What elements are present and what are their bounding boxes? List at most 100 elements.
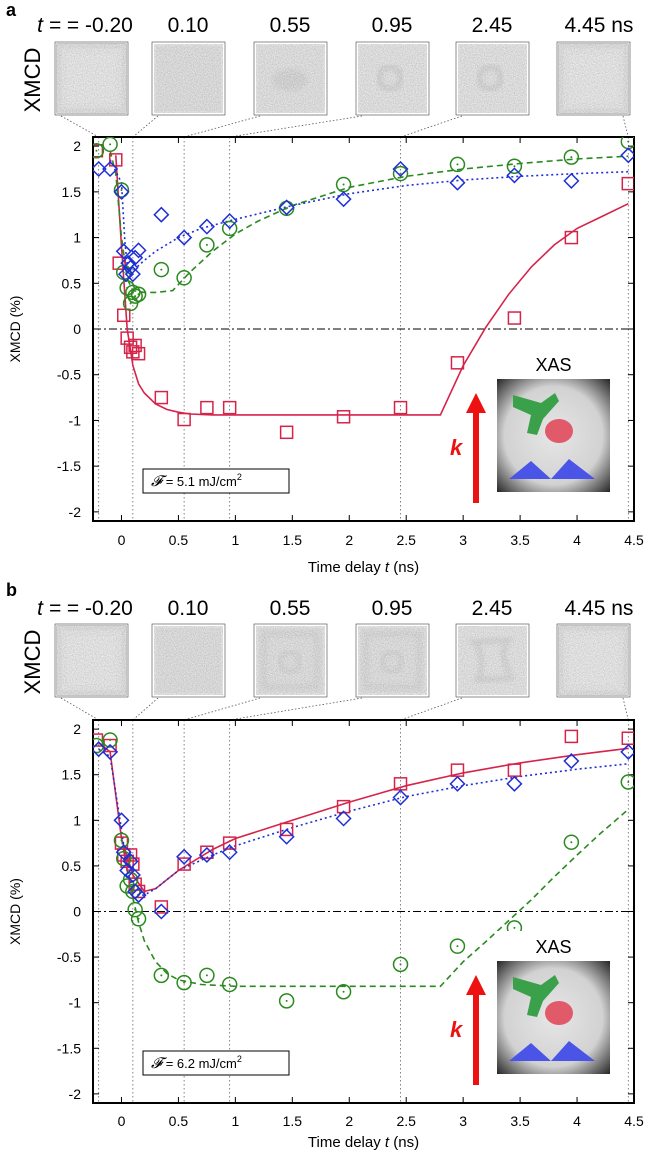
data-point-diamond [102,160,119,178]
data-point-circle [449,156,466,173]
data-point-dot [120,839,123,842]
k-arrow-head [466,975,486,995]
data-point-dot [134,908,137,911]
time-value: = -0.20 [61,14,133,37]
xmcd-thumbnail [54,623,129,698]
data-point-square [154,390,169,405]
data-point-dot [285,207,288,210]
xmcd-thumbnail [54,41,129,116]
data-point-dot [109,143,112,146]
x-label-main: Time delay [308,1134,385,1151]
data-point-circle [506,158,523,175]
data-point-circle [392,165,409,182]
x-tick-label: 0.5 [169,1113,189,1129]
y-axis-label: XMCD (%) [7,296,23,363]
connector-line [229,697,363,721]
x-tick-label: 2.5 [396,532,416,548]
data-point-diamond [198,846,215,864]
data-point-square [507,311,522,325]
data-point-circle [122,871,139,888]
y-tick-label: -1.5 [57,458,81,474]
fluence-box [142,1050,290,1076]
fluence-text: = 5.1 mJ/cm [162,474,237,489]
fluence-label: 𝓕 = 5.1 mJ/cm2 [151,472,242,490]
data-point-dot [129,302,132,305]
data-point-diamond [153,206,170,223]
time-label: 4.45 ns [565,597,634,620]
data-point-circle [335,983,352,1000]
y-tick-label: -0.5 [57,367,81,383]
data-point-diamond [620,743,634,760]
data-point-diamond [153,903,170,920]
data-point-dot [183,276,186,279]
y-tick-label: -1.5 [57,1040,81,1056]
data-point-diamond [278,199,295,216]
data-point-circle [392,956,409,973]
data-point-diamond [620,147,634,164]
thumb-noise [57,44,126,113]
data-point-circle [620,774,634,790]
connector-line [400,115,463,138]
data-point-diamond [93,741,107,758]
time-prefix: t = [37,597,61,620]
data-point-square [336,799,351,814]
data-point-square [279,425,294,440]
connector-line [132,115,159,138]
data-point-diamond [113,183,130,200]
data-point-square [507,763,522,777]
data-point-diamond [120,255,137,272]
data-point-diamond [176,229,193,246]
x-label-unit: (ns) [389,1134,419,1151]
data-point-dot [342,183,345,186]
y-tick-label: 1 [73,812,81,828]
x-axis-label: Time delay t (ns) [308,1134,419,1151]
connector-line [229,115,363,138]
y-tick-label: -2 [69,504,82,520]
k-arrow-head [466,393,486,413]
y-tick-label: 0.5 [62,275,82,291]
y-tick-label: 1.5 [62,767,82,783]
data-point-circle [130,911,147,927]
data-point-diamond [392,789,409,806]
data-point-diamond [176,848,193,865]
data-point-square [336,410,351,424]
y-tick-label: -1 [69,995,82,1011]
data-point-square [177,857,191,871]
data-point-diamond [449,775,466,792]
fit-curve-circle [120,808,629,988]
data-point-diamond [506,775,523,792]
data-point-diamond [449,174,466,191]
data-point-square [109,153,123,167]
xmcd-thumbnail [455,623,530,698]
data-point-circle [102,137,118,153]
thumb-noise [358,626,427,695]
connector-line [60,115,99,138]
data-point-circle [127,288,143,304]
y-tick-label: 0 [73,904,81,920]
data-point-diamond [221,844,238,861]
data-point-diamond [335,810,352,827]
fit-curve-diamond [109,159,629,274]
data-point-diamond [335,191,352,208]
data-point-diamond [506,167,523,184]
x-tick-label: 1.5 [283,1113,303,1129]
fit-curve-diamond [98,748,629,896]
x-tick-label: 4.5 [624,532,644,548]
y-tick-label: -0.5 [57,949,81,965]
xas-blue-triangles [509,459,595,479]
data-point-diamond [124,866,141,884]
xmcd-thumbnail [455,41,530,116]
time-label: t = = -0.20 [37,597,133,620]
data-point-square [154,900,169,914]
data-point-dot [627,140,630,143]
xas-green-shape [513,393,559,435]
data-point-circle [221,976,238,993]
x-tick-label: 4 [573,1113,581,1129]
y-tick-label: 1 [73,230,81,246]
x-tick-label: 1 [231,1113,239,1129]
time-label: 4.45 ns [565,14,634,37]
side-label: XMCD [20,630,45,695]
y-tick-label: 0 [73,321,81,337]
data-point-square [93,143,104,158]
